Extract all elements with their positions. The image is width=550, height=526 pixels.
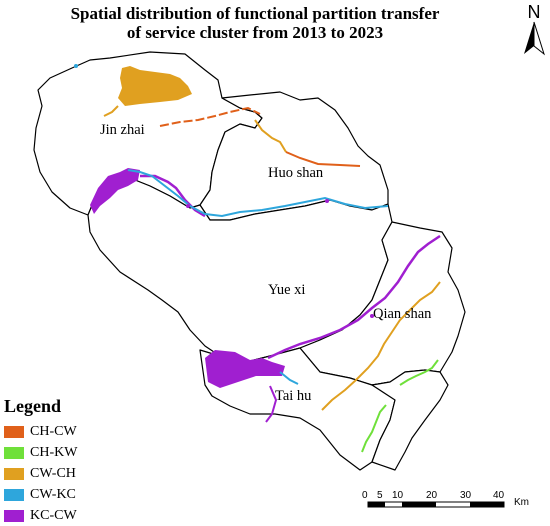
kc-cw-area-taihu [205,350,285,388]
cw-ch-route-qianshan [321,281,441,411]
kc-cw-route-taihu [265,385,278,423]
title-line-1: Spatial distribution of functional parti… [70,4,440,23]
kc-cw-area-jinzhai [90,168,140,214]
scale-bar [367,501,505,508]
ch-cw-route-jinzhai [159,106,261,127]
cw-ch-route-jinzhai [103,105,119,117]
location-dot [370,314,374,318]
ch-kw-route-south [361,404,387,453]
legend-label: CH-CW [30,423,77,439]
legend-swatch-cw-kc [4,488,24,501]
scale-tick-label: 0 [362,490,368,501]
location-dot [325,199,329,203]
scale-tick-label: 20 [426,490,438,501]
north-arrow-icon [524,21,545,56]
county-label-qianshan: Qian shan [373,306,432,322]
county-label-yuexi: Yue xi [268,282,306,298]
county-label-jinzhai: Jin zhai [100,122,145,138]
cw-kc-route-taihu [279,371,299,385]
legend-label: CW-CH [30,465,76,481]
kc-cw-features [90,168,441,423]
legend-label: KC-CW [30,507,77,523]
scale-unit: Km [514,497,529,508]
county-label-taihu: Tai hu [275,388,312,404]
legend-swatch-ch-cw [4,425,24,438]
kc-cw-route-west [140,174,206,218]
kc-cw-route-qianshan [267,234,441,360]
legend-item: CH-CW [4,421,124,442]
title-line-2: of service cluster from 2013 to 2023 [126,23,384,42]
legend-swatch-cw-ch [4,467,24,480]
location-dot [74,64,78,68]
legend-item: KC-CW [4,505,124,526]
ch-cw-route-huoshan [285,151,361,167]
scale-tick-label: 40 [493,490,505,501]
legend-item: CH-KW [4,442,124,463]
north-arrow: N [520,2,548,60]
county-boundary-southeast [371,369,449,471]
map-canvas [33,51,466,471]
legend-label: CW-KC [30,486,76,502]
legend: Legend CH-CW CH-KW CW-CH CW-KC KC-CW [4,396,124,526]
cw-ch-features [103,66,441,411]
legend-item: CW-KC [4,484,124,505]
legend-swatch-kc-cw [4,509,24,522]
scale-bar-labels: 0 5 10 20 30 40 Km [360,490,550,508]
location-dot [186,204,190,208]
legend-title: Legend [4,396,62,416]
county-label-huoshan: Huo shan [268,165,324,181]
legend-item: CW-CH [4,463,124,484]
scale-tick-label: 5 [377,490,383,501]
cw-kc-route [127,169,389,218]
legend-label: CH-KW [30,444,78,460]
north-letter: N [527,2,541,22]
scale-tick-label: 10 [392,490,404,501]
cw-ch-route-huoshan [254,119,287,153]
cw-ch-area-jinzhai [118,66,192,106]
map-title: Spatial distribution of functional parti… [40,4,470,42]
scale-tick-label: 30 [460,490,472,501]
legend-swatch-ch-kw [4,446,24,459]
ch-kw-route-east [399,359,439,386]
